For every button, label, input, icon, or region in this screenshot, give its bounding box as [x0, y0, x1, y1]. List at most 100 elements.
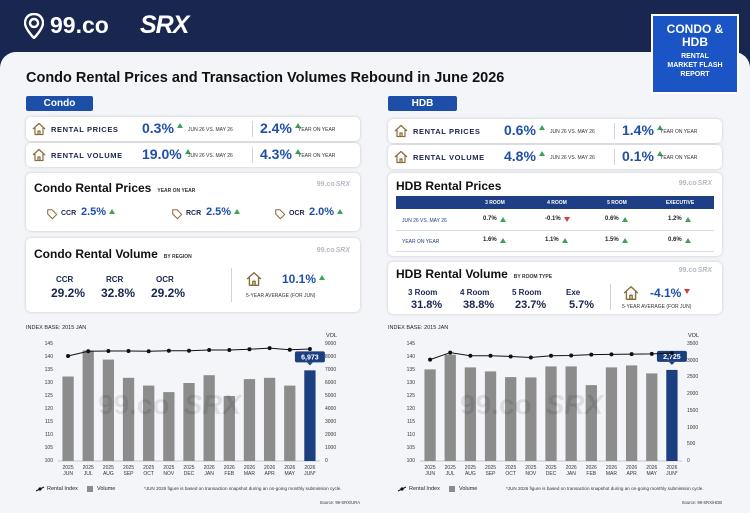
value-group: 2.4% — [260, 120, 301, 136]
index-point — [166, 348, 171, 353]
index-point — [106, 349, 111, 354]
region-label: OCR — [289, 210, 305, 217]
x-tick-label: 2025 JUN — [62, 465, 74, 477]
y2-tick-label: 2000 — [325, 432, 337, 438]
prices-card: Condo Rental Prices YEAR ON YEAR 99.co SRX C… — [26, 173, 360, 231]
trend-arrow — [621, 238, 628, 243]
bar — [646, 373, 658, 461]
trend-arrow — [563, 217, 570, 222]
y-tick-label: 115 — [45, 419, 53, 425]
metric-label: RENTAL VOLUME — [413, 153, 485, 162]
card-logo: SRX — [335, 181, 350, 188]
y2-tick-label: 3000 — [687, 357, 699, 364]
icon-shape — [394, 124, 408, 138]
index-point — [649, 351, 654, 356]
metric-label: RENTAL PRICES — [413, 127, 481, 136]
room-label: 3 Room — [408, 288, 438, 297]
trend-arrow — [684, 238, 691, 243]
logo-99: 99.co — [50, 12, 109, 38]
bar — [62, 376, 74, 461]
bar — [304, 370, 316, 461]
period-label: YEAR ON YEAR — [298, 153, 336, 159]
badge: CONDO & HDB RENTAL MARKET FLASH REPORT — [651, 14, 739, 94]
period-label: JUN 26 VS. MAY 26 — [188, 153, 233, 159]
value: -0.1% — [545, 216, 561, 222]
logo-srx: SRX — [140, 11, 189, 39]
volume-card: HDB Rental Volume BY ROOM TYPE 99.co SRX 3 R… — [388, 262, 722, 314]
x-tick-label: 2026 MAR — [243, 465, 255, 477]
x-tick-label: 2025 SEP — [484, 465, 497, 477]
bar — [484, 371, 497, 461]
index-point — [247, 347, 252, 352]
chart-note: *JUN 2026 figure is based on transaction… — [506, 486, 704, 491]
value-group: 1.4% — [622, 122, 663, 138]
chart-source: Source: 99-SRX/HDB — [681, 500, 722, 505]
trend-arrow — [294, 123, 301, 128]
value-group: 1.2% — [668, 216, 691, 222]
value: 10.1% — [282, 272, 317, 286]
pin-logo — [23, 12, 45, 40]
card-logo: 99.co — [678, 267, 697, 274]
region-label: RCR — [186, 210, 202, 217]
y2-tick-label: 9000 — [325, 341, 337, 347]
room-value: 31.8% — [411, 299, 443, 311]
icon-shape — [275, 209, 286, 220]
divider — [614, 123, 615, 139]
bar — [545, 366, 557, 461]
icon — [394, 124, 408, 138]
house-icon — [623, 285, 639, 301]
index-point — [207, 347, 212, 352]
bar — [263, 377, 276, 461]
chart-svg: 6,973 — [35, 346, 325, 492]
divider — [252, 121, 253, 137]
value: 1.4% — [622, 122, 654, 138]
divider — [614, 149, 615, 165]
y2-tick-label: 8000 — [325, 354, 337, 360]
value: 1.6% — [483, 237, 497, 243]
x-tick-label: 2026 JUN* — [666, 465, 678, 477]
x-tick-label: 2025 AUG — [464, 465, 476, 477]
value-group: 0.6% — [668, 237, 691, 243]
y2-tick-label: 5000 — [325, 393, 337, 399]
x-tick-label: 2025 OCT — [505, 465, 517, 477]
value-group: 2.5% — [81, 206, 116, 218]
value-group: 1.6% — [483, 237, 506, 243]
value: 0.1% — [622, 148, 654, 164]
tag-icon — [171, 207, 183, 220]
bar — [284, 385, 296, 461]
value-group: -4.1% — [650, 286, 691, 300]
average-label: 5-YEAR AVERAGE (FOR JUN) — [622, 304, 692, 310]
x-tick-label: 2025 DEC — [545, 465, 557, 477]
x-tick-label: 2025 JUN — [424, 465, 436, 477]
card-title: Condo Rental Prices YEAR ON YEAR — [34, 181, 195, 195]
icon — [246, 272, 262, 286]
index-point — [629, 352, 634, 357]
region-value: 32.8% — [101, 286, 136, 300]
period-label: YEAR ON YEAR — [660, 129, 698, 135]
bar — [585, 385, 597, 461]
trend-arrow — [234, 209, 241, 214]
x-tick-label: 2025 AUG — [102, 465, 114, 477]
y-tick-label: 105 — [44, 445, 53, 451]
y2-tick-label: 4000 — [325, 406, 337, 412]
value: 4.8% — [504, 148, 536, 164]
tag-icon — [274, 207, 286, 220]
bar — [565, 366, 577, 461]
trend-arrow — [319, 275, 326, 280]
bar — [223, 396, 235, 461]
tag-icon — [46, 207, 58, 220]
watermark: 99.co SRX — [98, 389, 241, 421]
value-group: 10.1% — [282, 272, 326, 286]
value: 1.1% — [545, 237, 559, 243]
card-title: Condo Rental Volume BY REGION — [34, 247, 192, 261]
room-value: 38.8% — [463, 299, 495, 311]
x-tick-label: 2026 JUN* — [304, 465, 316, 477]
y-tick-label: 120 — [44, 406, 53, 412]
x-tick-label: 2026 APR — [626, 465, 638, 477]
index-point — [468, 353, 473, 358]
bar — [102, 359, 115, 461]
legend-label: Volume — [459, 486, 478, 492]
value-group: 0.7% — [483, 216, 506, 222]
column-header: 5 ROOM — [607, 200, 627, 206]
